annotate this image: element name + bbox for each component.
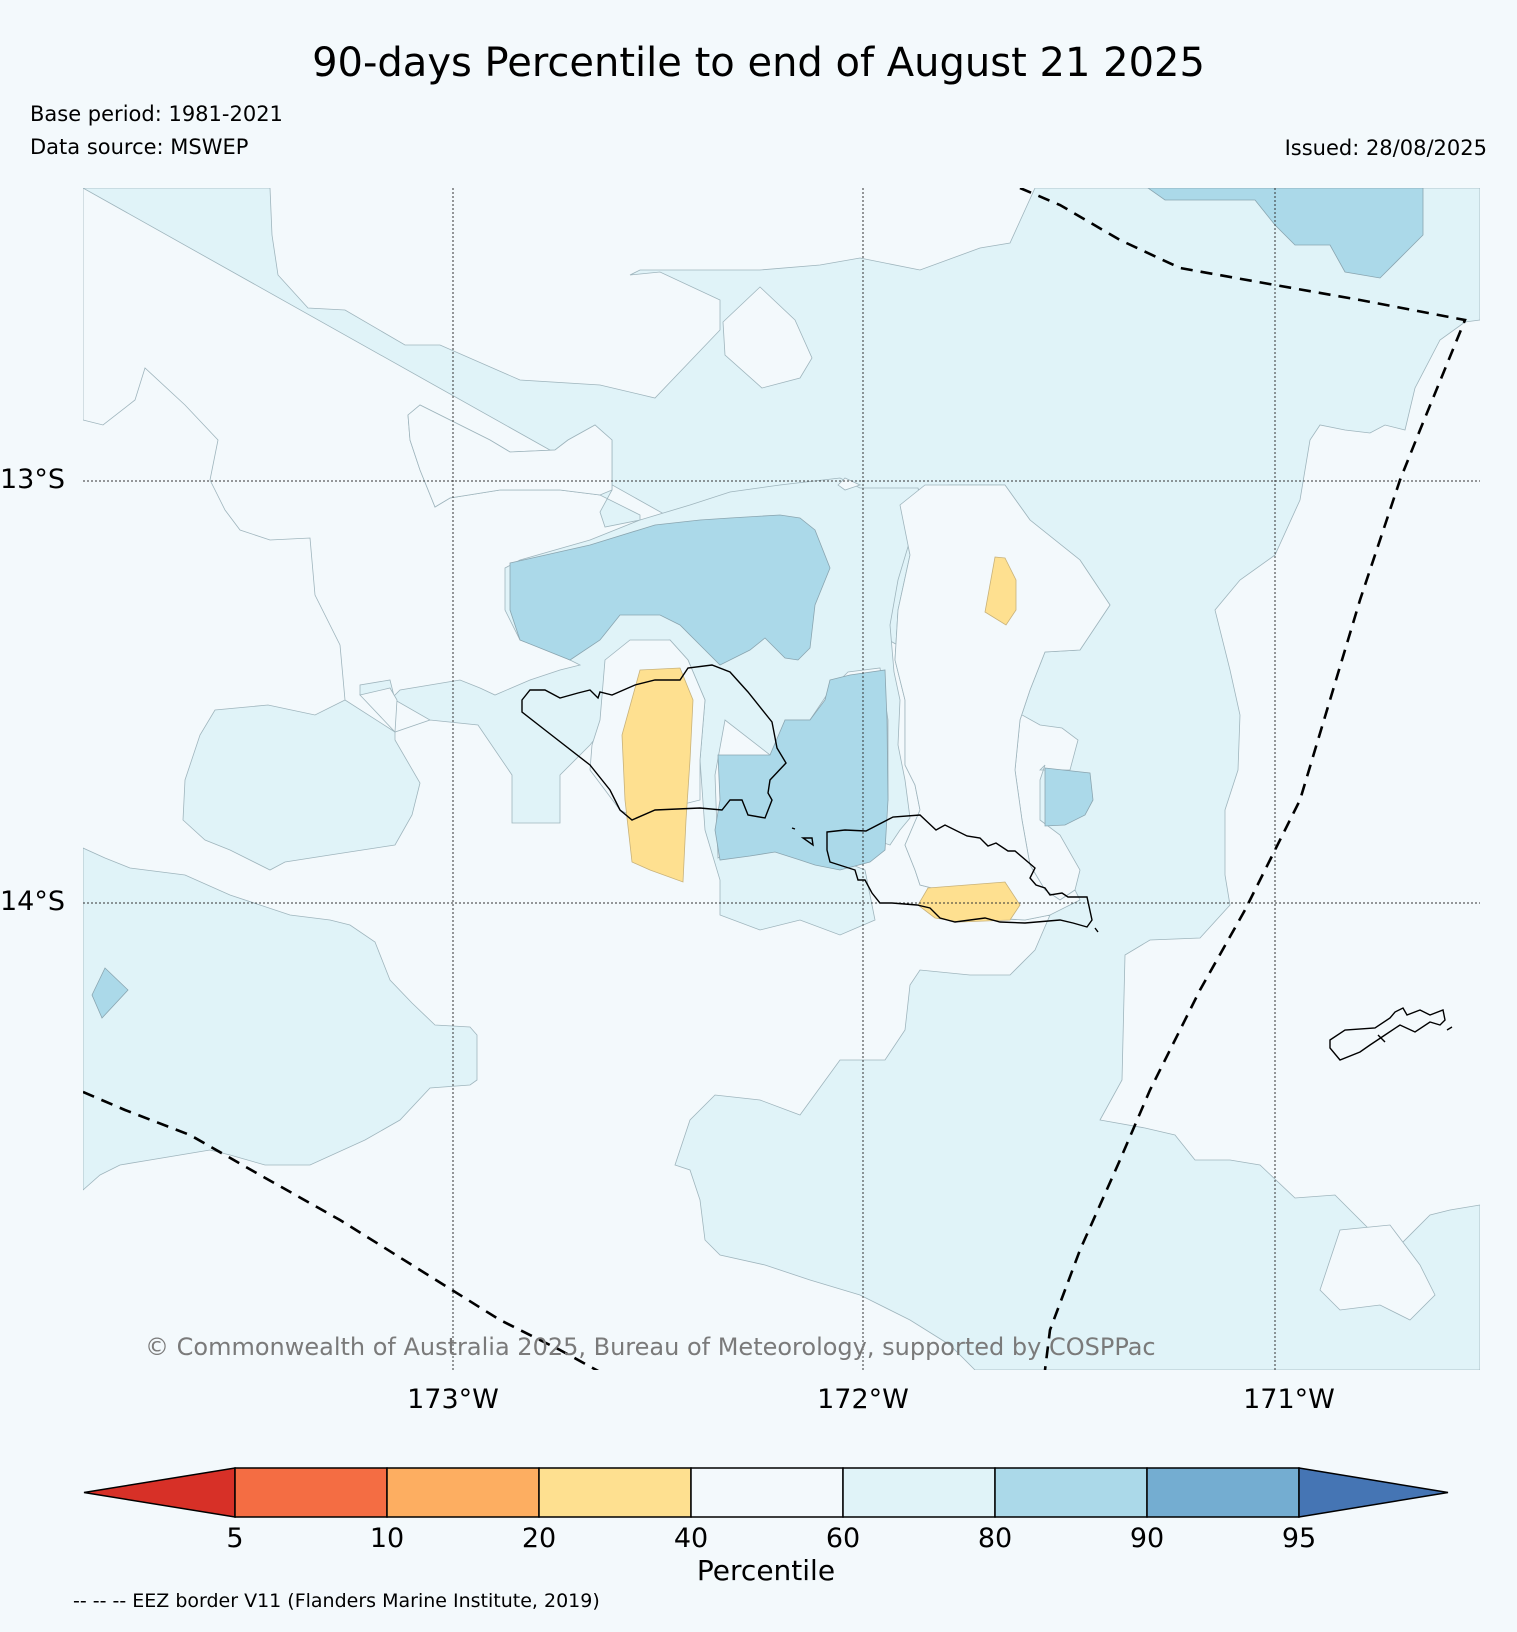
colorbar-segment-10-20	[386, 1467, 540, 1518]
colorbar: 5 10 20 40 60 80 90 95	[83, 1467, 1449, 1554]
colorbar-tick-5: 5	[226, 1523, 243, 1554]
colorbar-segment-20-40	[538, 1467, 692, 1518]
colorbar-tick-60: 60	[826, 1523, 860, 1554]
eez-border-north	[1019, 188, 1467, 1370]
colorbar-label: Percentile	[697, 1554, 835, 1587]
contour-80-90-east	[1044, 767, 1094, 827]
island-southeast	[1319, 1224, 1436, 1321]
coast-tutuila	[1329, 1007, 1453, 1061]
colorbar-segment-60-80	[842, 1467, 996, 1518]
coast-upolu	[826, 814, 1093, 928]
contour-20-40-east	[917, 881, 1021, 923]
coast-upolu-east-tip	[1094, 927, 1099, 933]
island-north	[722, 286, 813, 389]
lon-label-173w: 173°W	[407, 1384, 499, 1415]
coastlines	[521, 664, 1453, 1061]
coast-manono	[800, 837, 814, 847]
contour-80-90-center	[714, 669, 889, 871]
data-source: Data source: MSWEP	[30, 135, 249, 159]
lat-label-14s: 14°S	[0, 886, 65, 917]
colorbar-tick-80: 80	[978, 1523, 1012, 1554]
contour-80-90-north	[509, 514, 831, 666]
contour-80-90-west	[91, 967, 129, 1019]
colorbar-extend-above-95	[1298, 1467, 1449, 1518]
contour-60-80-west	[83, 188, 926, 936]
island-west-notch	[359, 687, 398, 733]
band-80-90	[91, 188, 1424, 1019]
lon-label-172w: 172°W	[817, 1384, 909, 1415]
colorbar-tick-95: 95	[1282, 1523, 1316, 1554]
colorbar-tick-90: 90	[1130, 1523, 1164, 1554]
contour-60-80-southwest	[83, 847, 478, 1191]
lat-label-13s: 13°S	[0, 464, 65, 495]
map-area: © Commonwealth of Australia 2025, Bureau…	[83, 188, 1480, 1370]
contour-80-90-ne	[1147, 188, 1424, 279]
band-20-40	[621, 556, 1021, 923]
issued-date: Issued: 28/08/2025	[1284, 136, 1487, 160]
island-center-east	[894, 484, 1111, 921]
lon-label-171w: 171°W	[1243, 1384, 1335, 1415]
colorbar-segment-90-95	[1146, 1467, 1300, 1518]
map-title: 90-days Percentile to end of August 21 2…	[312, 40, 1205, 86]
coast-tutuila-small	[1377, 1034, 1386, 1043]
coast-dot	[791, 827, 796, 830]
gridlines	[83, 188, 1480, 1370]
copyright-notice: © Commonwealth of Australia 2025, Bureau…	[145, 1333, 1156, 1361]
colorbar-segment-80-90	[994, 1467, 1148, 1518]
colorbar-tick-40: 40	[674, 1523, 708, 1554]
colorbar-segment-40-60	[690, 1467, 844, 1518]
coast-savaii	[521, 664, 787, 821]
contour-20-40-samoa	[621, 667, 694, 883]
eez-borders	[83, 188, 1467, 1370]
eez-note: -- -- -- EEZ border V11 (Flanders Marine…	[73, 1590, 600, 1612]
eez-border-southwest	[83, 1090, 600, 1370]
colorbar-segment-5-10	[234, 1467, 388, 1518]
contour-20-40-north	[984, 556, 1017, 626]
colorbar-tick-10: 10	[370, 1523, 404, 1554]
colorbar-tick-20: 20	[522, 1523, 556, 1554]
colorbar-extend-below-5	[83, 1467, 236, 1518]
base-period: Base period: 1981-2021	[30, 102, 283, 126]
